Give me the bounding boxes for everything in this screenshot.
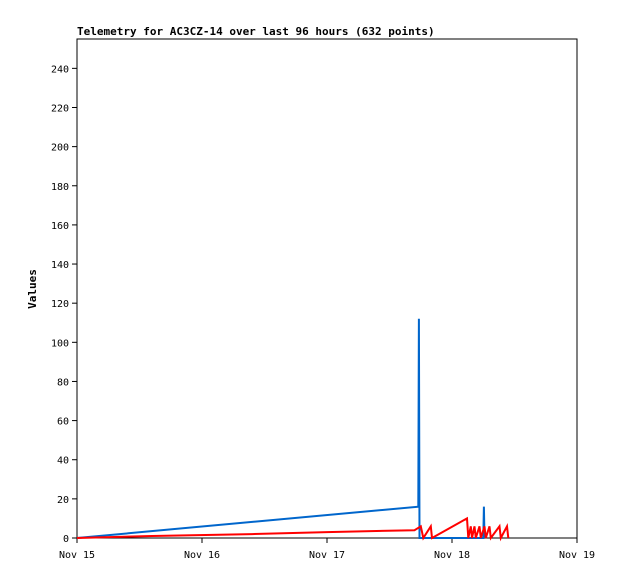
series-line-1 [76, 318, 486, 539]
series-layer [76, 318, 510, 542]
y-tick-label: 0 [63, 534, 69, 545]
y-tick-label: 180 [51, 182, 69, 193]
y-tick-label: 240 [51, 64, 69, 75]
x-tick-label: Nov 18 [434, 550, 470, 561]
series-line-2 [76, 516, 510, 542]
x-tick-label: Nov 17 [309, 550, 345, 561]
y-tick-label: 140 [51, 260, 69, 271]
y-tick-label: 80 [57, 377, 69, 388]
y-tick-label: 160 [51, 221, 69, 232]
y-tick-label: 200 [51, 143, 69, 154]
y-tick-label: 220 [51, 103, 69, 114]
y-tick-label: 40 [57, 456, 69, 467]
y-axis-label: Values [26, 269, 39, 309]
y-tick-label: 20 [57, 495, 69, 506]
x-tick-label: Nov 15 [59, 550, 95, 561]
x-tick-label: Nov 16 [184, 550, 220, 561]
y-tick-label: 120 [51, 299, 69, 310]
chart-title: Telemetry for AC3CZ-14 over last 96 hour… [77, 25, 435, 38]
y-axis: 0 20 40 60 80 100 120 140 160 180 200 220 240 [51, 64, 77, 545]
y-tick-label: 100 [51, 338, 69, 349]
x-tick-label: Nov 19 [559, 550, 595, 561]
y-tick-label: 60 [57, 417, 69, 428]
